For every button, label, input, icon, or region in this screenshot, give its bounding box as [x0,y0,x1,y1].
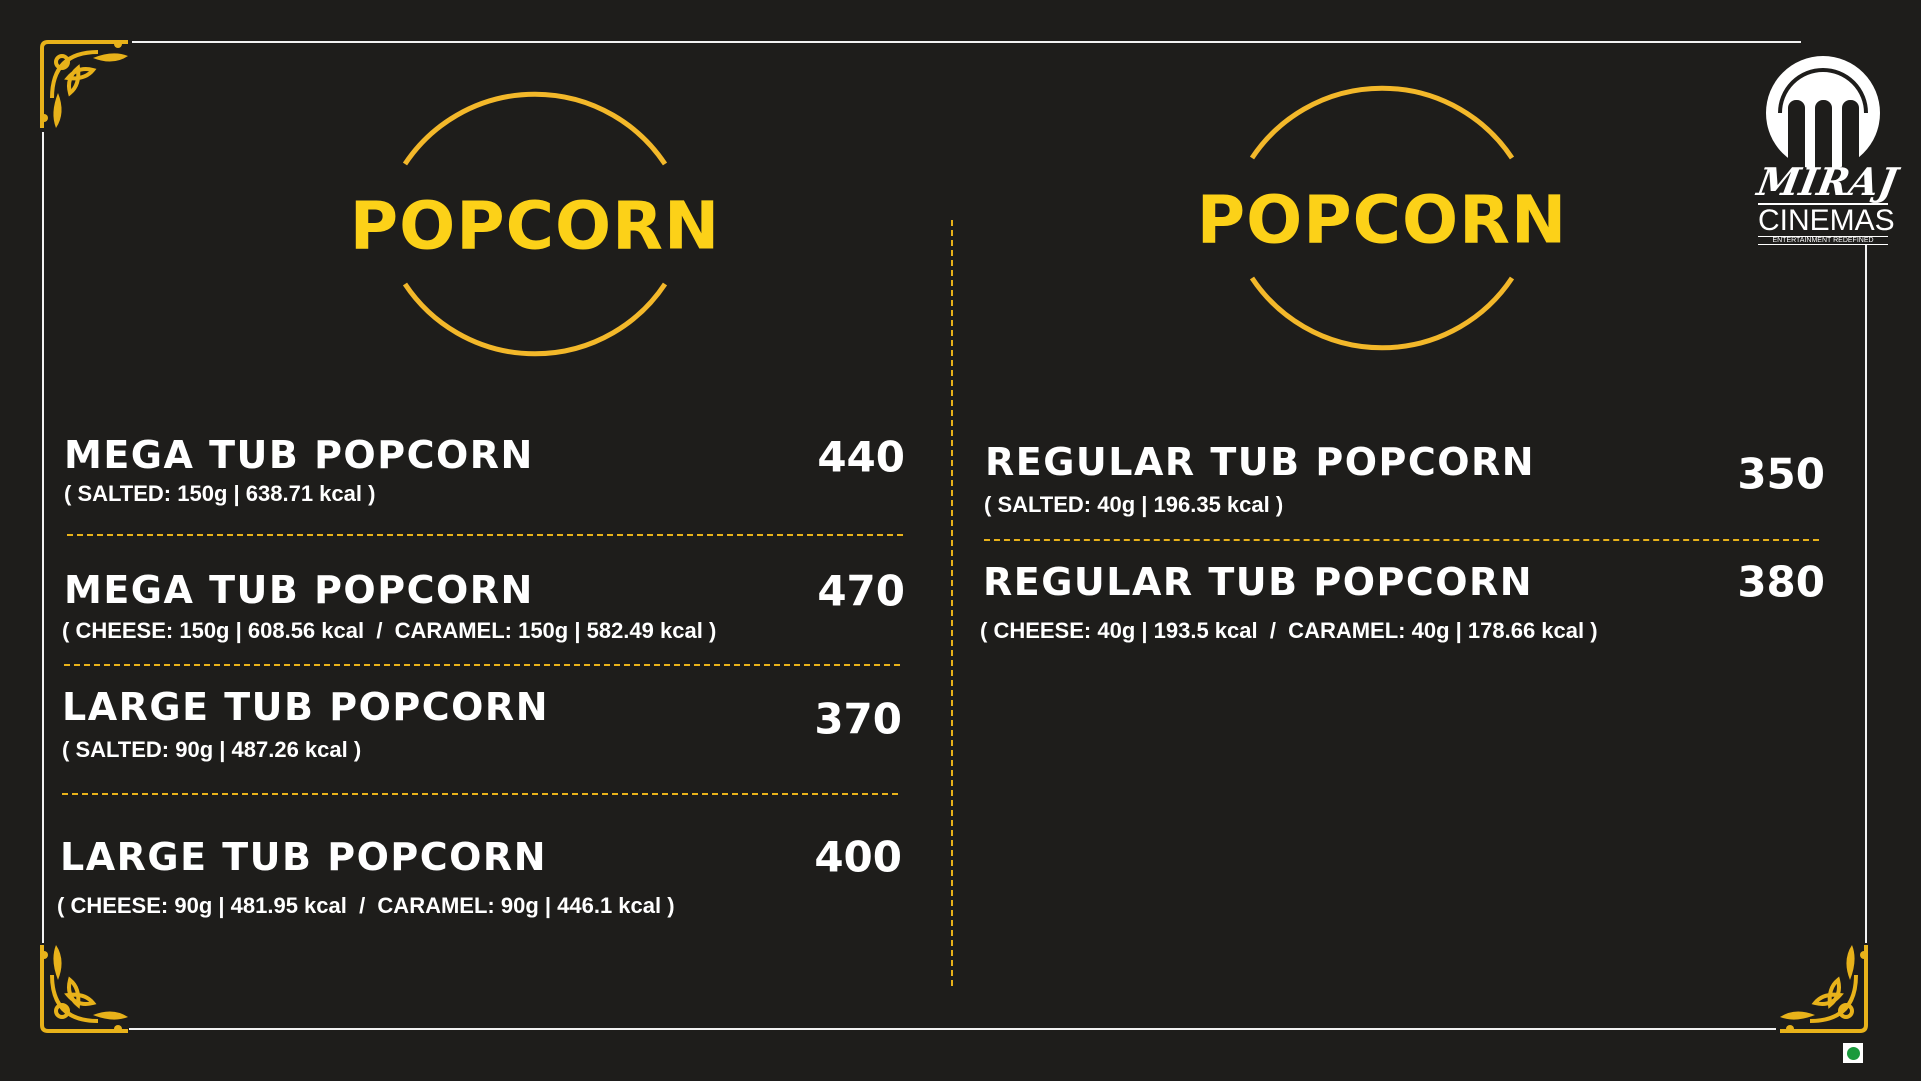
frame-left [42,132,44,943]
corner-ornament-icon [40,40,128,128]
frame-bottom [129,1028,1776,1030]
item-price: 350 [1737,449,1825,499]
item-name: REGULAR TUB POPCORN [985,440,1536,484]
item-price: 440 [817,432,905,482]
heading-ring-icon [1249,85,1515,351]
item-price: 370 [814,694,902,744]
column-divider [951,220,953,986]
item-details: ( CHEESE: 150g | 608.56 kcal / CARAMEL: … [62,618,717,643]
corner-ornament-icon [1780,945,1868,1033]
left-heading: POPCORN [349,187,721,265]
item-separator [62,793,898,795]
heading-ring-icon [402,91,668,357]
item-price: 470 [817,566,905,616]
item-name: REGULAR TUB POPCORN [983,560,1534,604]
item-separator [984,539,1819,541]
miraj-logo: MIRAJ CINEMAS ENTERTAINMENT REDEFINED [1754,55,1901,245]
item-price: 380 [1737,557,1825,607]
item-details: ( SALTED: 40g | 196.35 kcal ) [984,492,1284,517]
item-details: ( SALTED: 90g | 487.26 kcal ) [62,737,362,762]
logo-sub: CINEMAS [1758,203,1895,237]
frame-right [1865,245,1867,943]
item-details: ( CHEESE: 90g | 481.95 kcal / CARAMEL: 9… [57,893,675,918]
item-details: ( CHEESE: 40g | 193.5 kcal / CARAMEL: 40… [980,618,1598,643]
corner-ornament-icon [40,945,128,1033]
item-separator [64,664,900,666]
frame-top [132,41,1801,43]
right-heading: POPCORN [1196,181,1568,259]
logo-name: MIRAJ [1754,159,1901,204]
item-name: LARGE TUB POPCORN [60,835,547,879]
item-price: 400 [814,832,902,882]
veg-symbol-icon [1843,1043,1863,1063]
item-name: LARGE TUB POPCORN [62,685,549,729]
item-separator [67,534,903,536]
item-name: MEGA TUB POPCORN [64,433,534,477]
item-name: MEGA TUB POPCORN [64,568,534,612]
item-details: ( SALTED: 150g | 638.71 kcal ) [64,481,376,506]
logo-tagline: ENTERTAINMENT REDEFINED [1758,236,1888,245]
logo-emblem-icon [1758,56,1888,180]
